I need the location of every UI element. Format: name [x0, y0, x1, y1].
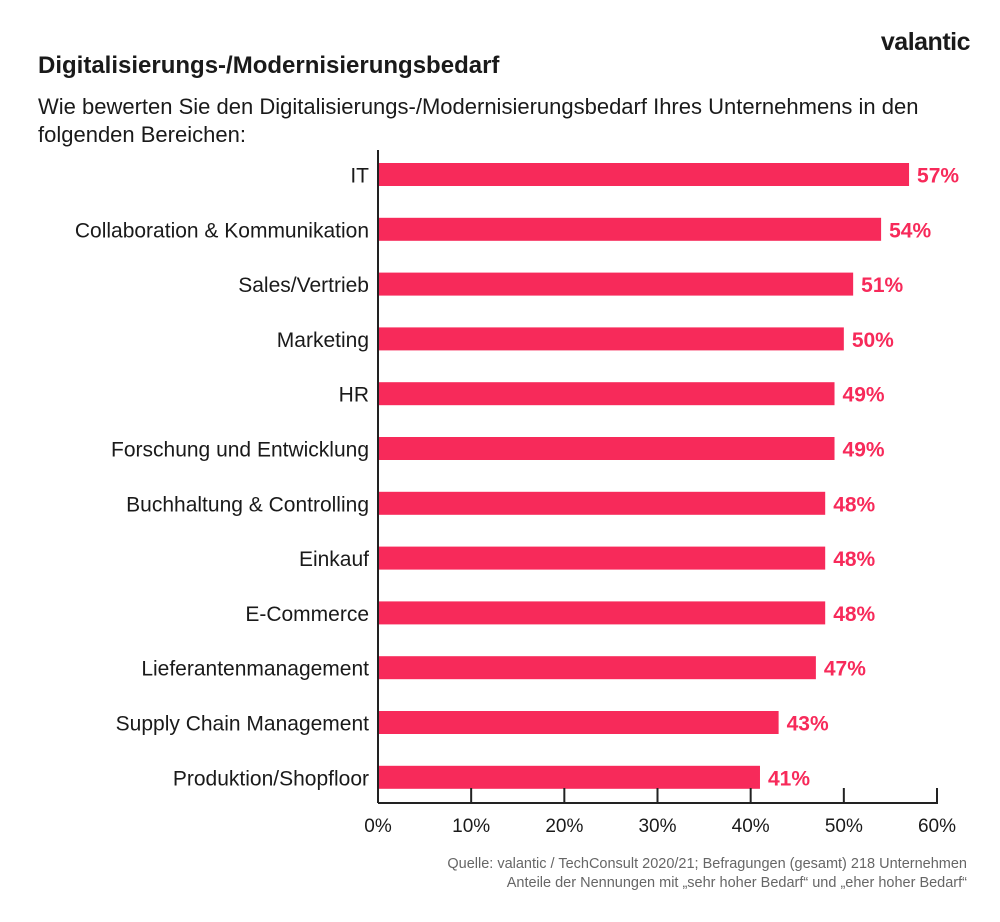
bar [378, 272, 854, 296]
source-note: Quelle: valantic / TechConsult 2020/21; … [447, 855, 967, 893]
chart-subtitle: Wie bewerten Sie den Digitalisierungs-/M… [38, 94, 919, 147]
value-label: 57% [917, 165, 959, 188]
category-label: E-Commerce [245, 603, 369, 626]
bar [378, 656, 816, 680]
category-label: Einkauf [299, 548, 369, 571]
bar [378, 163, 910, 186]
bar [378, 437, 835, 460]
chart-title: Digitalisierungs-/Modernisierungsbedarf [38, 52, 500, 79]
value-label: 49% [843, 439, 885, 462]
value-label: 47% [824, 658, 866, 681]
category-label: Produktion/Shopfloor [173, 767, 369, 790]
bar [378, 601, 826, 625]
category-label: Buchhaltung & Controlling [126, 493, 369, 516]
category-label: Collaboration & Kommunikation [75, 219, 369, 242]
bar [378, 711, 779, 734]
bar [378, 217, 882, 241]
bar [378, 546, 826, 570]
category-label: IT [350, 165, 369, 188]
x-tick-label: 60% [918, 816, 956, 837]
x-tick-label: 30% [638, 816, 676, 837]
x-tick-label: 40% [732, 816, 770, 837]
bar [378, 491, 826, 515]
source-line-2: Anteile der Nennungen mit „sehr hoher Be… [506, 875, 967, 891]
bar [378, 327, 844, 351]
value-label: 48% [833, 493, 875, 516]
value-label: 48% [833, 548, 875, 571]
value-label: 49% [843, 384, 885, 407]
category-label: HR [339, 384, 369, 407]
x-tick-label: 20% [545, 816, 583, 837]
x-tick-label: 0% [364, 816, 392, 837]
value-label: 51% [861, 274, 903, 297]
category-label: Forschung und Entwicklung [111, 439, 369, 462]
valantic-logo: valantic [880, 28, 971, 56]
source-line-1: Quelle: valantic / TechConsult 2020/21; … [447, 856, 967, 872]
value-label: 48% [833, 603, 875, 626]
category-label: Lieferantenmanagement [141, 658, 369, 681]
category-label: Sales/Vertrieb [238, 274, 369, 297]
value-label: 43% [787, 713, 829, 736]
x-tick-label: 50% [825, 816, 863, 837]
value-label: 54% [889, 219, 931, 242]
value-label: 50% [852, 329, 894, 352]
category-label: Marketing [277, 329, 369, 352]
bar [378, 765, 760, 789]
category-label: Supply Chain Management [116, 713, 369, 736]
x-tick-label: 10% [452, 816, 490, 837]
bar [378, 382, 835, 406]
value-label: 41% [768, 767, 810, 790]
